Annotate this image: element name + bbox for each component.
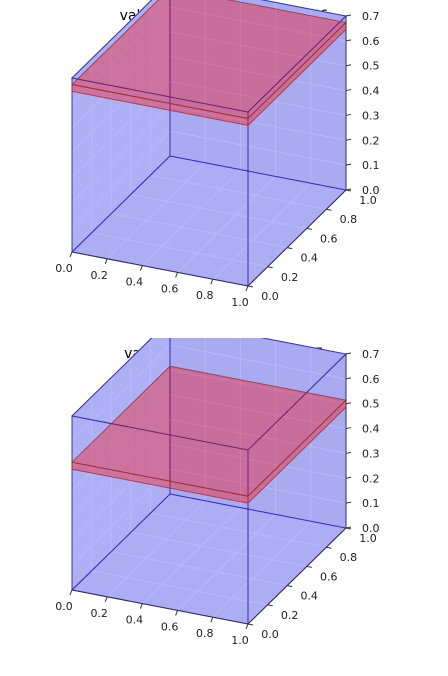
z-tick-label: 0.3 <box>362 109 380 122</box>
y-tick-mark <box>247 623 254 626</box>
x-tick-mark <box>104 258 108 264</box>
y-axis-line <box>247 189 347 287</box>
x-tick-mark <box>69 251 73 258</box>
chart-panel-bottom: value = 0.7, reference = 0.5 0.00.20.40.… <box>0 338 448 676</box>
x-tick-mark <box>175 272 179 278</box>
x-tick-mark <box>210 279 214 285</box>
x-axis-line <box>71 251 249 287</box>
y-tick-label: 0.6 <box>320 570 338 583</box>
y-tick-label: 0.6 <box>320 232 338 245</box>
z-tick-mark <box>345 402 352 405</box>
y-tick-label: 0.8 <box>340 551 358 564</box>
z-tick-mark <box>345 188 352 191</box>
x-tick-label: 1.0 <box>231 296 249 309</box>
y-tick-mark <box>247 285 254 288</box>
z-tick-label: 0.6 <box>362 35 380 48</box>
z-tick-label: 0.0 <box>362 522 380 535</box>
x-axis-line <box>71 589 249 625</box>
x-tick-mark <box>175 610 179 616</box>
x-tick-label: 0.8 <box>196 627 214 640</box>
x-tick-label: 0.0 <box>55 600 73 613</box>
chart-panel-top: value = 0.7, reference = 0.66 0.00.20.40… <box>55 0 380 309</box>
z-tick-mark <box>345 14 352 17</box>
z-tick-mark <box>345 89 352 92</box>
y-tick-label: 0.0 <box>261 290 279 303</box>
y-tick-label: 0.4 <box>300 590 318 603</box>
z-tick-mark <box>345 113 352 116</box>
x-tick-label: 0.4 <box>126 614 144 627</box>
x-tick-label: 0.4 <box>126 276 144 289</box>
chart-3d-plot: 0.00.20.40.60.81.0 0.00.20.40.60.81.00.00… <box>55 338 380 647</box>
z-tick-label: 0.7 <box>362 348 380 361</box>
y-tick-label: 0.8 <box>340 213 358 226</box>
y-tick-label: 0.0 <box>261 628 279 641</box>
z-tick-mark <box>345 64 352 67</box>
z-tick-mark <box>345 476 352 479</box>
z-tick-label: 0.5 <box>362 398 380 411</box>
x-tick-mark <box>210 617 214 623</box>
z-tick-mark <box>345 163 352 166</box>
y-tick-label: 0.4 <box>300 252 318 265</box>
x-tick-mark <box>245 623 249 630</box>
x-tick-label: 0.2 <box>90 607 108 620</box>
z-tick-mark <box>345 427 352 430</box>
y-tick-mark <box>267 604 273 607</box>
z-tick-mark <box>345 138 352 141</box>
z-tick-label: 0.1 <box>362 159 380 172</box>
z-tick-mark <box>345 352 352 355</box>
z-tick-mark <box>345 501 352 504</box>
y-tick-label: 1.0 <box>359 194 377 207</box>
x-tick-mark <box>69 589 73 596</box>
x-tick-label: 0.2 <box>90 269 108 282</box>
z-tick-label: 0.4 <box>362 85 380 98</box>
y-tick-mark <box>326 208 332 211</box>
x-tick-mark <box>104 596 108 602</box>
x-tick-mark <box>139 603 143 609</box>
x-tick-label: 0.6 <box>161 620 179 633</box>
y-tick-mark <box>306 565 312 568</box>
z-tick-mark <box>345 377 352 380</box>
y-tick-mark <box>267 266 273 269</box>
z-tick-label: 0.3 <box>362 447 380 460</box>
x-tick-label: 0.0 <box>55 262 73 275</box>
z-tick-label: 0.2 <box>362 134 380 147</box>
z-tick-label: 0.4 <box>362 423 380 436</box>
x-tick-label: 0.8 <box>196 289 214 302</box>
z-tick-mark <box>345 39 352 42</box>
y-tick-mark <box>287 247 293 250</box>
chart-3d-plot: 0.00.20.40.60.81.0 0.00.20.40.60.81.00.00… <box>55 0 380 309</box>
z-tick-label: 0.6 <box>362 373 380 386</box>
y-tick-label: 0.2 <box>281 609 299 622</box>
y-tick-mark <box>306 227 312 230</box>
z-tick-label: 0.2 <box>362 472 380 485</box>
y-tick-label: 0.2 <box>281 271 299 284</box>
z-tick-label: 0.0 <box>362 184 380 197</box>
y-tick-label: 1.0 <box>359 532 377 545</box>
y-axis-line <box>247 527 347 625</box>
y-tick-mark <box>287 585 293 588</box>
z-tick-mark <box>345 451 352 454</box>
z-tick-mark <box>345 526 352 529</box>
z-tick-label: 0.1 <box>362 497 380 510</box>
y-tick-mark <box>326 546 332 549</box>
z-tick-label: 0.5 <box>362 60 380 73</box>
z-tick-label: 0.7 <box>362 10 380 23</box>
x-tick-label: 0.6 <box>161 282 179 295</box>
x-tick-mark <box>245 285 249 292</box>
x-tick-mark <box>139 265 143 271</box>
x-tick-label: 1.0 <box>231 634 249 647</box>
